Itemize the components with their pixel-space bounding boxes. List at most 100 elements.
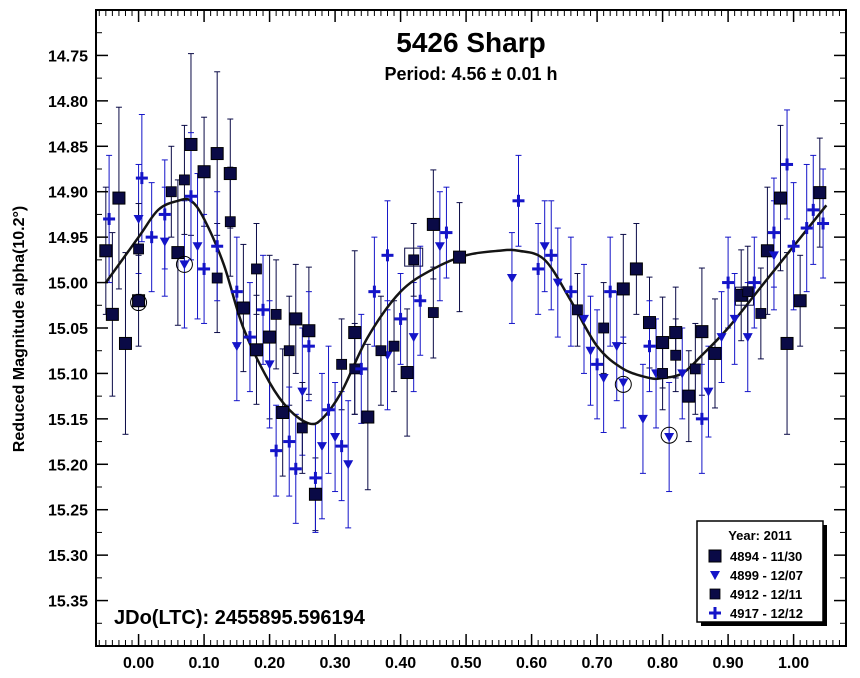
marker-plus-v bbox=[215, 240, 219, 253]
data-point bbox=[781, 158, 794, 171]
legend-entry: 4917 - 12/12 bbox=[709, 606, 803, 621]
marker-triangle bbox=[179, 260, 190, 270]
legend-entry: 4899 - 12/07 bbox=[710, 568, 803, 583]
data-point bbox=[545, 249, 558, 262]
y-tick-label: 15.05 bbox=[48, 321, 88, 338]
data-point bbox=[722, 276, 735, 289]
data-point bbox=[703, 387, 714, 397]
highlight-circle bbox=[660, 426, 678, 444]
marker-triangle bbox=[231, 342, 242, 352]
marker-square-large bbox=[361, 410, 375, 424]
data-point bbox=[330, 433, 341, 443]
legend-entry-label: 4917 - 12/12 bbox=[730, 606, 803, 621]
marker-square-large bbox=[813, 186, 827, 200]
marker-plus-v bbox=[287, 435, 291, 448]
data-point bbox=[224, 216, 236, 228]
data-point bbox=[343, 460, 354, 470]
data-point bbox=[817, 217, 830, 230]
data-point bbox=[296, 422, 308, 434]
data-point bbox=[748, 276, 761, 289]
data-point bbox=[159, 237, 170, 247]
marker-square-large bbox=[236, 301, 250, 315]
data-point bbox=[112, 191, 126, 205]
marker-square-small bbox=[755, 308, 767, 319]
data-point bbox=[309, 471, 322, 484]
marker-square-small bbox=[283, 345, 295, 357]
marker-plus-v bbox=[516, 194, 520, 207]
x-axis: 0.00 0.10 0.20 0.30 0.40 0.50 0.60 0.70 0.80 0.90… bbox=[98, 10, 840, 672]
data-point bbox=[133, 214, 144, 224]
x-tick-label: 0.00 bbox=[123, 655, 154, 672]
legend-entries: 4894 - 11/30 4899 - 12/07 4912 - 12/11 4917… bbox=[708, 549, 803, 621]
marker-triangle bbox=[159, 237, 170, 247]
data-point bbox=[578, 314, 589, 324]
marker-square-small bbox=[251, 263, 262, 275]
data-point bbox=[308, 487, 322, 501]
data-point bbox=[677, 369, 688, 379]
marker-triangle bbox=[742, 333, 753, 343]
data-point bbox=[708, 346, 722, 360]
marker-square-large bbox=[773, 191, 787, 205]
data-point bbox=[695, 412, 708, 425]
marker-square-small bbox=[670, 349, 682, 361]
marker-plus-v bbox=[385, 249, 389, 262]
data-point bbox=[103, 212, 116, 225]
marker-square-small bbox=[165, 186, 177, 198]
data-point bbox=[381, 249, 394, 262]
data-point bbox=[289, 462, 302, 475]
marker-square-small bbox=[296, 422, 308, 434]
data-point bbox=[257, 303, 270, 316]
x-tick-label: 0.90 bbox=[713, 655, 744, 672]
legend-entry-label: 4894 - 11/30 bbox=[730, 549, 802, 564]
highlight-box bbox=[734, 286, 754, 306]
x-tick-label: 0.60 bbox=[516, 655, 547, 672]
marker-triangle bbox=[330, 433, 341, 443]
data-point bbox=[532, 262, 545, 275]
data-point bbox=[118, 336, 132, 350]
data-point bbox=[813, 186, 827, 200]
marker-square-small bbox=[689, 363, 701, 375]
marker-square-large bbox=[302, 324, 316, 338]
data-point bbox=[669, 326, 683, 340]
highlight-circle bbox=[175, 255, 193, 273]
marker-plus-v bbox=[313, 471, 317, 484]
marker-square-large bbox=[453, 250, 467, 264]
data-point bbox=[132, 294, 146, 308]
marker-square-small bbox=[224, 216, 236, 228]
legend-entry: 4912 - 12/11 bbox=[709, 587, 802, 602]
marker-square-small bbox=[598, 322, 610, 334]
marker-plus-v bbox=[713, 607, 717, 619]
marker-square-large bbox=[276, 405, 290, 419]
y-tick-label: 14.85 bbox=[48, 139, 88, 156]
data-point bbox=[179, 174, 190, 186]
data-point bbox=[316, 442, 327, 452]
marker-triangle bbox=[716, 333, 727, 343]
marker-square-large bbox=[99, 244, 113, 258]
data-point bbox=[657, 368, 668, 379]
data-point bbox=[689, 363, 701, 375]
legend-title: Year: 2011 bbox=[728, 528, 792, 543]
marker-square-small bbox=[375, 345, 387, 357]
marker-square-small bbox=[336, 358, 348, 370]
data-point bbox=[400, 366, 414, 380]
marker-plus-v bbox=[569, 285, 573, 298]
data-point bbox=[408, 254, 420, 266]
marker-square-large bbox=[780, 336, 794, 350]
legend: Year: 2011 4894 - 11/30 4899 - 12/07 4912 … bbox=[696, 520, 827, 626]
data-point bbox=[755, 308, 767, 319]
marker-plus-v bbox=[340, 440, 344, 453]
highlight-circle bbox=[130, 294, 148, 312]
marker-square-small bbox=[211, 272, 223, 284]
data-point bbox=[198, 262, 211, 275]
legend-entry-label: 4899 - 12/07 bbox=[730, 568, 803, 583]
y-tick-label: 14.80 bbox=[48, 94, 88, 111]
marker-plus-v bbox=[785, 158, 789, 171]
data-point bbox=[656, 336, 670, 350]
chart-title: 5426 Sharp bbox=[396, 27, 545, 58]
marker-triangle bbox=[192, 242, 203, 252]
data-point bbox=[716, 333, 727, 343]
data-point bbox=[197, 165, 211, 179]
marker-plus-v bbox=[726, 276, 730, 289]
x-tick-label: 0.30 bbox=[320, 655, 351, 672]
data-point bbox=[768, 251, 779, 261]
